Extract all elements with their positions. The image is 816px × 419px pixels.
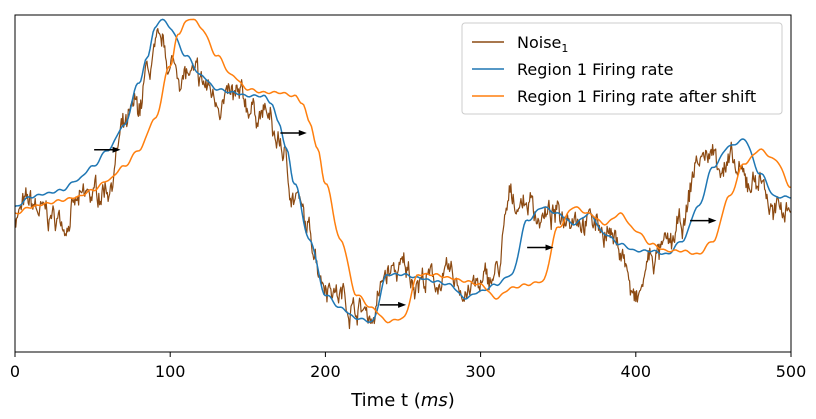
x-axis: 0 100 200 300 400 500 [10,352,806,381]
legend-entries: Noise1 Region 1 Firing rate Region 1 Firin… [472,33,756,106]
x-tick-label: 300 [465,362,496,381]
plot-frame [14,14,792,353]
x-tick-label: 0 [10,362,20,381]
series-line-1 [15,18,791,324]
legend-entry: Region 1 Firing rate [472,60,674,79]
shift-arrow [527,244,554,251]
x-axis-label: Time t (ms) [350,390,455,411]
legend: Noise1 Region 1 Firing rate Region 1 Firin… [461,22,783,115]
shift-arrow [280,129,307,136]
x-tick-label: 200 [310,362,341,381]
x-axis-label-unit: ms [421,390,448,411]
series-layer [15,18,791,330]
legend-label: Region 1 Firing rate after shift [517,87,756,106]
x-axis-label-close: ) [448,390,455,411]
x-tick-label: 400 [621,362,652,381]
legend-entry: Noise1 [472,33,568,55]
x-axis-label-main: Time t ( [350,390,421,411]
x-tick-label: 100 [155,362,186,381]
legend-entry: Region 1 Firing rate after shift [472,87,756,106]
legend-label: Noise1 [517,33,568,55]
x-tick-label: 500 [776,362,807,381]
shift-arrow [379,301,407,308]
legend-box [461,22,783,115]
legend-label: Region 1 Firing rate [517,60,674,79]
series-line-2 [15,18,791,324]
series-line-0 [15,28,791,330]
shift-arrow [690,217,717,224]
annotation-layer [94,129,717,308]
shift-arrow [94,146,121,153]
